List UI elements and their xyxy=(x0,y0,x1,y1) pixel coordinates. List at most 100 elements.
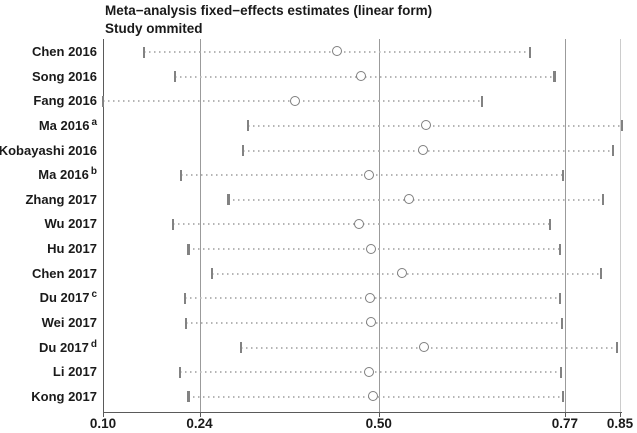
study-label-text: Kobayashi 2016 xyxy=(0,142,97,158)
study-label: Ma 2016 b xyxy=(38,166,97,186)
x-tick-label: 0.50 xyxy=(365,416,392,431)
study-label-superscript: d xyxy=(90,338,97,350)
x-tick-label: 0.10 xyxy=(89,416,117,431)
study-label-text: Wei 2017 xyxy=(41,315,97,331)
study-label-text: Ma 2016 xyxy=(38,117,90,133)
study-label-text: Du 2017 xyxy=(39,339,89,355)
x-axis-tick xyxy=(199,413,201,417)
x-axis-tick xyxy=(564,413,566,417)
ci-lower-tick xyxy=(210,268,213,280)
study-label: Zhang 2017 xyxy=(25,191,97,209)
ci-lower-tick xyxy=(227,194,230,206)
ci-dotted-line xyxy=(240,346,618,349)
estimate-marker xyxy=(364,366,375,377)
study-label: Wu 2017 xyxy=(44,215,97,233)
ci-upper-tick xyxy=(599,268,602,280)
x-tick-label: 0.85 xyxy=(606,416,634,431)
ci-lower-tick xyxy=(179,169,182,181)
ci-lower-tick xyxy=(187,391,190,403)
ci-upper-tick xyxy=(620,120,624,132)
ci-upper-tick xyxy=(558,243,562,255)
estimate-marker xyxy=(365,317,376,328)
study-label: Kobayashi 2016 xyxy=(0,142,97,160)
ci-upper-tick xyxy=(601,194,604,206)
study-label-superscript: c xyxy=(91,289,97,301)
ci-dotted-line xyxy=(247,124,623,127)
ci-dotted-line xyxy=(228,198,603,201)
study-label: Song 2016 xyxy=(32,68,97,86)
estimate-marker xyxy=(417,144,428,155)
estimate-marker xyxy=(419,342,430,353)
study-label-text: Kong 2017 xyxy=(31,388,97,404)
study-label-text: Du 2017 xyxy=(39,290,90,306)
study-label-text: Wu 2017 xyxy=(44,216,97,232)
estimate-marker xyxy=(331,46,342,57)
ci-lower-tick xyxy=(172,218,175,230)
x-tick-label: 0.77 xyxy=(551,416,578,431)
ci-upper-tick xyxy=(558,292,562,304)
study-label: Chen 2017 xyxy=(32,265,97,283)
study-label: Wei 2017 xyxy=(42,314,97,332)
estimate-marker xyxy=(290,95,301,106)
x-axis-tick xyxy=(620,413,621,417)
ci-upper-tick xyxy=(616,342,619,354)
plot-right-border xyxy=(620,39,621,412)
ci-upper-tick xyxy=(553,71,556,83)
study-label-text: Li 2017 xyxy=(52,364,97,380)
estimate-marker xyxy=(367,391,378,402)
estimate-marker xyxy=(421,120,432,131)
study-label-text: Ma 2016 xyxy=(38,167,89,183)
study-label-text: Hu 2017 xyxy=(47,241,97,257)
study-label-text: Song 2016 xyxy=(31,68,97,84)
ci-upper-tick xyxy=(561,391,564,403)
chart-subtitle: Study ommited xyxy=(105,21,203,36)
ci-lower-tick xyxy=(246,120,249,132)
study-label: Ma 2016 a xyxy=(39,117,97,137)
ci-lower-tick xyxy=(143,46,146,58)
ci-upper-tick xyxy=(481,95,484,107)
study-label: Du 2017 c xyxy=(40,289,97,309)
study-label-superscript: a xyxy=(91,116,97,128)
ci-lower-tick xyxy=(183,292,187,304)
ci-upper-tick xyxy=(561,169,564,181)
study-label-superscript: b xyxy=(90,166,97,178)
x-axis-line xyxy=(103,411,622,413)
estimate-marker xyxy=(364,292,375,303)
study-label: Fang 2016 xyxy=(33,92,97,110)
ci-upper-tick xyxy=(612,145,615,157)
study-label: Kong 2017 xyxy=(31,388,97,406)
y-axis-line xyxy=(103,39,104,412)
x-tick-label: 0.24 xyxy=(186,416,213,431)
ci-dotted-line xyxy=(242,149,614,152)
estimate-marker xyxy=(364,169,375,180)
ci-lower-tick xyxy=(184,317,187,329)
ci-lower-tick xyxy=(174,71,177,83)
study-label: Du 2017 d xyxy=(39,339,97,359)
study-label-text: Zhang 2017 xyxy=(25,191,97,207)
ci-lower-tick xyxy=(179,366,182,378)
ci-lower-tick xyxy=(187,243,190,255)
x-axis-tick xyxy=(103,413,104,417)
ci-upper-tick xyxy=(548,218,551,230)
ci-lower-tick xyxy=(101,95,105,107)
ci-upper-tick xyxy=(560,366,563,378)
ci-lower-tick xyxy=(239,342,242,354)
ci-lower-tick xyxy=(241,145,245,157)
chart-title: Meta−analysis fixed−effects estimates (l… xyxy=(105,3,433,18)
study-label: Chen 2016 xyxy=(32,43,97,61)
study-label-text: Chen 2016 xyxy=(31,44,97,59)
reference-gridline xyxy=(564,39,566,412)
x-axis-tick xyxy=(378,413,380,417)
study-label-text: Chen 2017 xyxy=(31,265,97,281)
study-label-text: Fang 2016 xyxy=(33,93,97,109)
estimate-marker xyxy=(353,218,364,229)
title-block: Meta−analysis fixed−effects estimates (l… xyxy=(105,2,432,38)
estimate-marker xyxy=(397,268,408,279)
study-label: Hu 2017 xyxy=(47,240,97,258)
ci-upper-tick xyxy=(560,317,564,329)
estimate-marker xyxy=(355,71,366,82)
study-label: Li 2017 xyxy=(53,363,97,381)
ci-upper-tick xyxy=(529,46,532,58)
estimate-marker xyxy=(366,243,377,254)
